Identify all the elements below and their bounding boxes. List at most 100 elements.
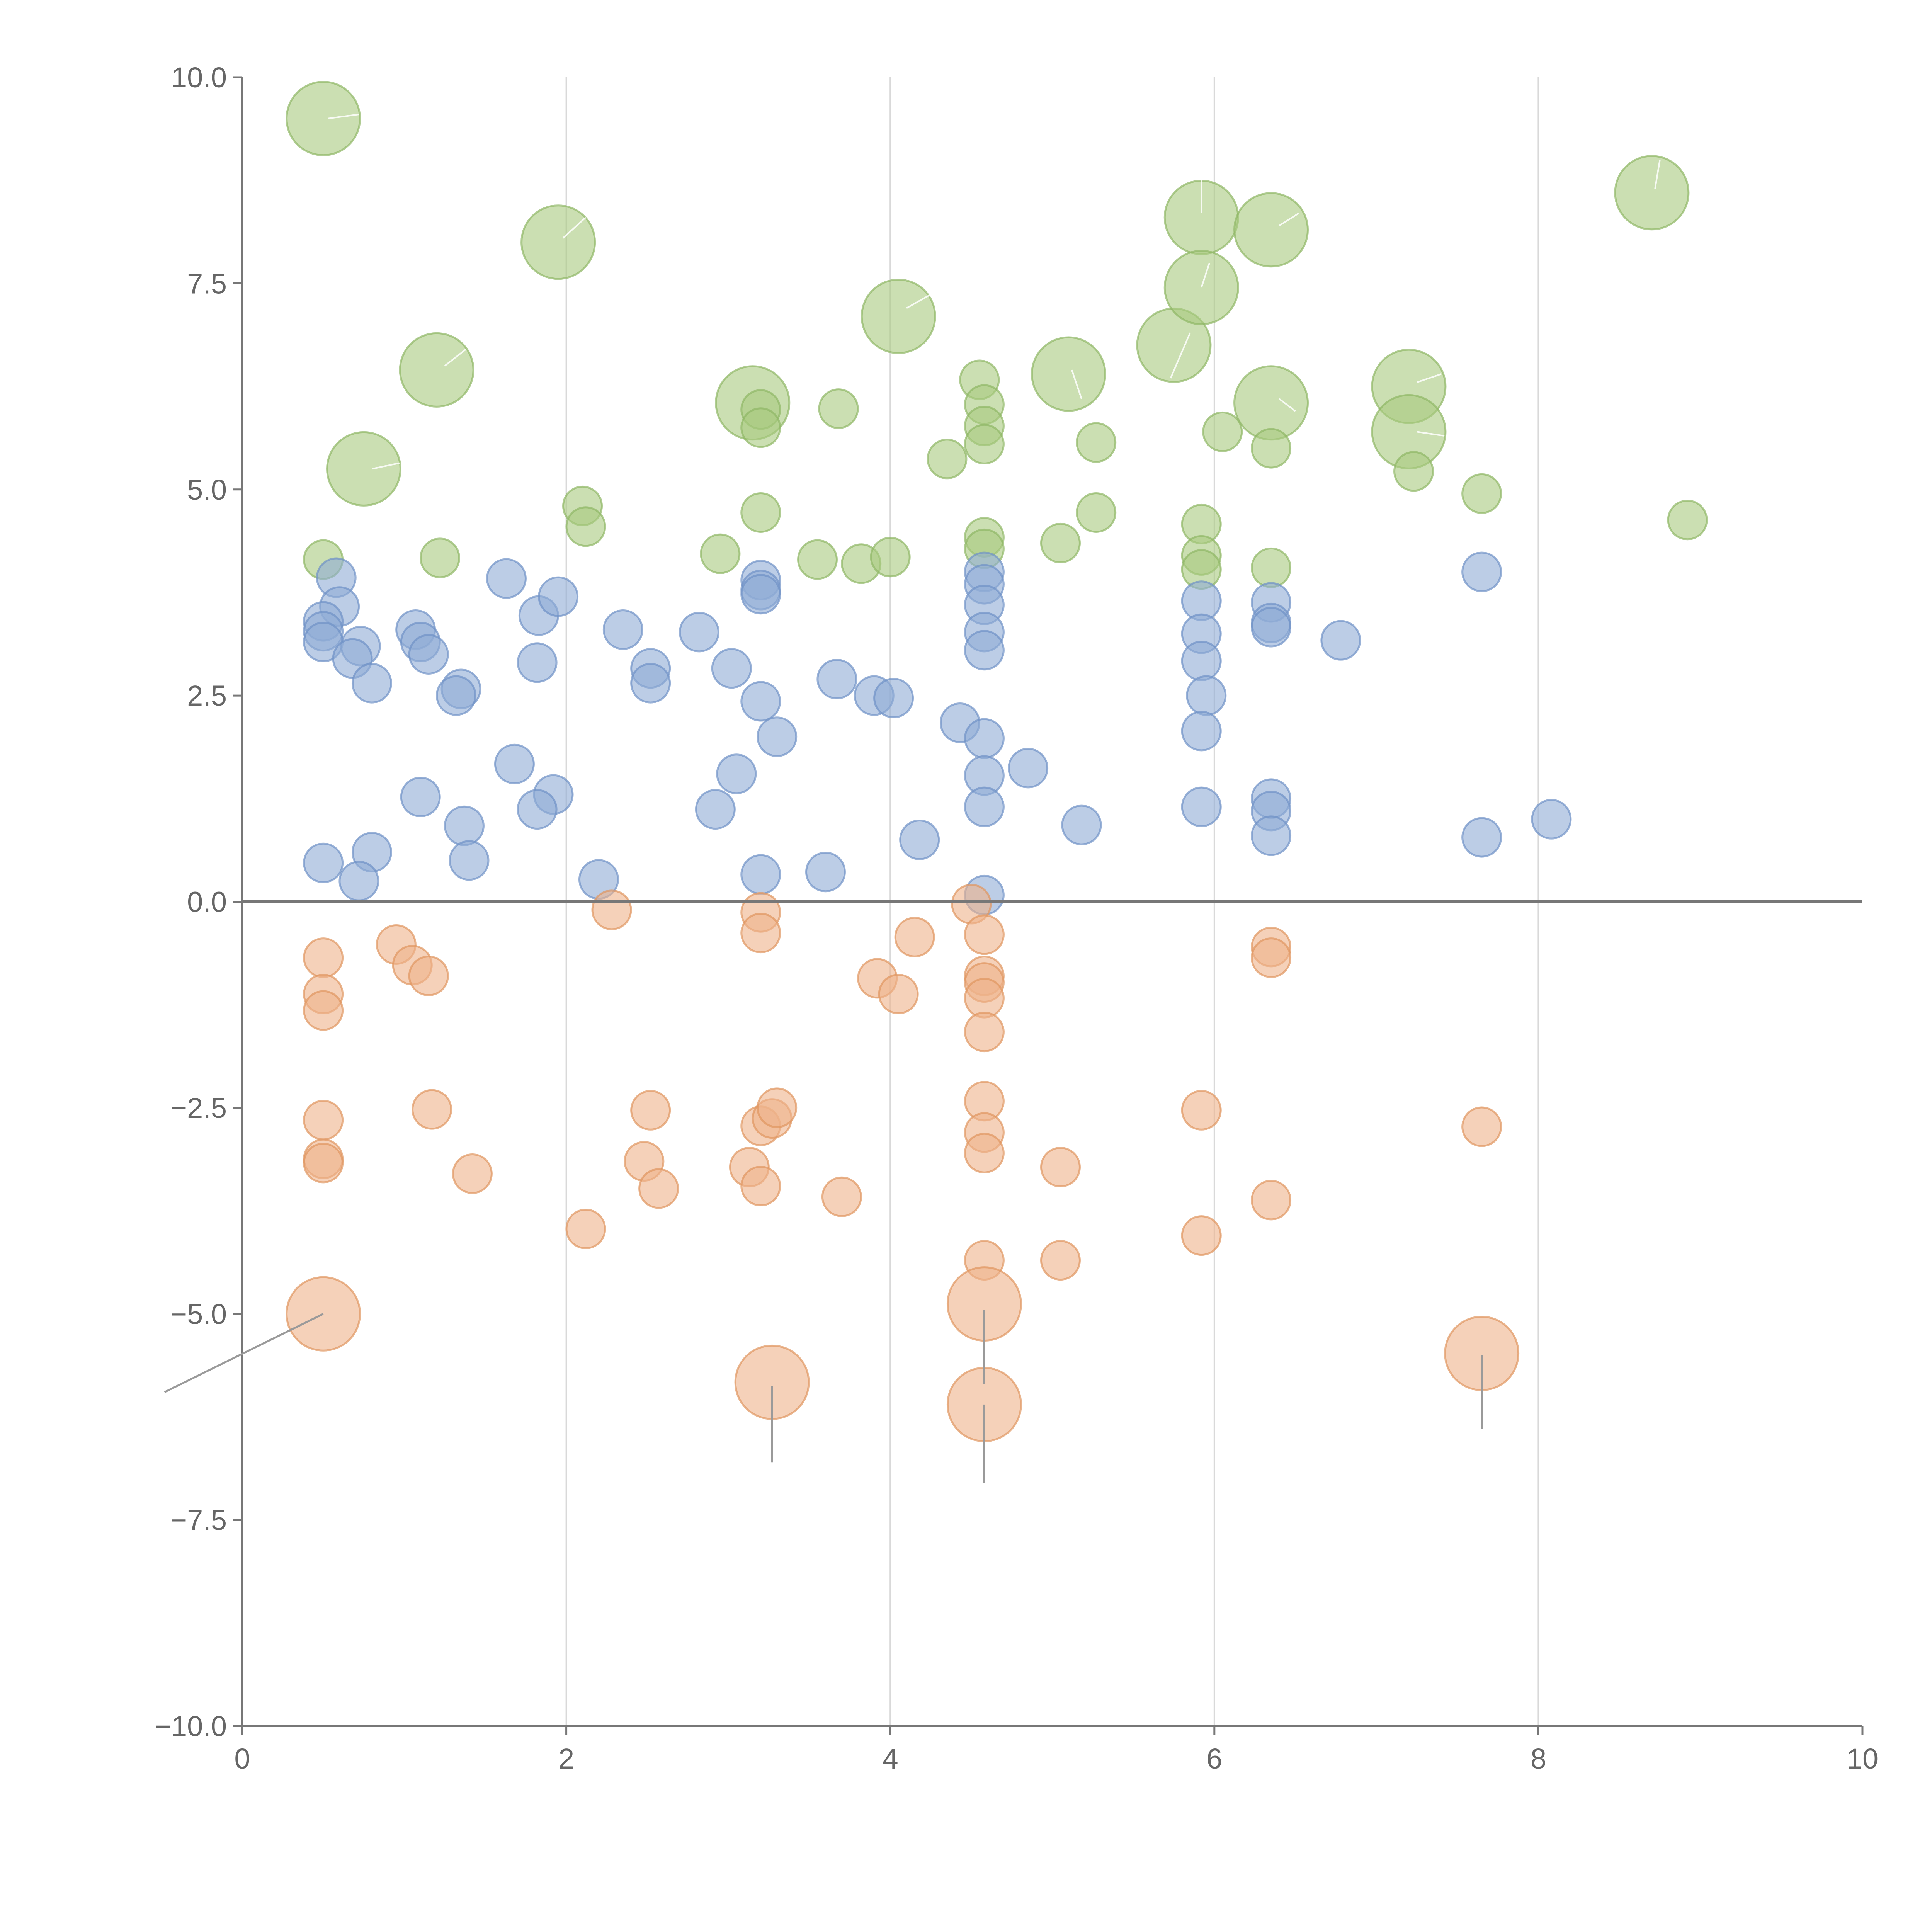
bubble-green: [1031, 336, 1106, 412]
y-tick-label: −10.0: [155, 1710, 227, 1742]
bubble-blue: [679, 612, 719, 653]
leader-line: [906, 291, 936, 309]
leader-line: [444, 349, 466, 367]
bubble-orange: [452, 1153, 493, 1194]
bubble-orange: [412, 1089, 452, 1130]
bubble-orange: [630, 1090, 671, 1131]
bubble-blue: [538, 576, 579, 617]
bubble-blue: [517, 642, 558, 683]
leader-line: [372, 462, 400, 470]
bubble-orange: [964, 914, 1005, 955]
bubble-green: [818, 388, 859, 429]
bubble-blue: [1181, 641, 1222, 682]
bubble-blue: [1181, 711, 1222, 752]
bubble-green: [326, 431, 401, 507]
leader-line: [1417, 373, 1442, 383]
bubble-orange: [591, 889, 632, 930]
y-tick-label: −2.5: [170, 1092, 227, 1124]
bubble-blue: [449, 840, 490, 881]
bubble-blue: [695, 789, 736, 830]
x-tick-label: 2: [558, 1743, 574, 1775]
bubble-orange: [1040, 1240, 1081, 1281]
bubble-orange: [1181, 1215, 1222, 1256]
bubble-orange: [1181, 1090, 1222, 1131]
bubble-blue: [602, 609, 643, 650]
x-tick-label: 4: [883, 1743, 898, 1775]
leader-line: [1279, 398, 1296, 412]
leader-line: [1071, 369, 1082, 399]
bubble-blue: [740, 681, 781, 722]
x-tick-label: 0: [234, 1743, 250, 1775]
bubble-blue: [757, 716, 798, 757]
bubble-blue: [1461, 551, 1502, 592]
bubble-blue: [630, 663, 671, 704]
y-tick-label: 2.5: [187, 680, 227, 712]
bubble-blue: [1251, 607, 1292, 648]
bubble-orange: [303, 990, 344, 1031]
bubble-green: [420, 537, 461, 578]
x-tick-label: 10: [1847, 1743, 1878, 1775]
bubble-blue: [1320, 620, 1361, 661]
bubble-blue: [1461, 817, 1502, 858]
bubble-green: [861, 279, 936, 354]
bubble-blue: [711, 648, 752, 689]
bubble-blue: [716, 753, 757, 794]
bubble-green: [740, 492, 781, 533]
bubble-orange: [1040, 1146, 1081, 1187]
bubble-green: [927, 439, 968, 480]
bubble-blue: [400, 777, 441, 818]
bubble-green: [964, 423, 1005, 464]
bubble-green: [740, 407, 781, 448]
leader-line: [1654, 160, 1661, 189]
bubble-green: [1667, 500, 1708, 541]
bubble-orange: [821, 1176, 862, 1217]
bubble-orange: [894, 917, 935, 957]
y-tick-label: 7.5: [187, 267, 227, 299]
bubble-orange: [757, 1087, 798, 1128]
bubble-orange: [1251, 937, 1292, 978]
bubble-blue: [494, 743, 535, 784]
bubble-orange: [303, 1100, 344, 1141]
bubble-blue: [338, 861, 379, 901]
bubble-blue: [805, 852, 846, 893]
bubble-blue: [517, 789, 558, 830]
bubble-orange: [408, 956, 449, 997]
bubble-green: [520, 204, 596, 280]
bubble-blue: [964, 630, 1005, 671]
bubble-green: [700, 533, 741, 574]
bubble-blue: [964, 786, 1005, 827]
bubble-blue: [486, 558, 527, 599]
bubble-orange: [740, 913, 781, 954]
bubble-blue: [740, 854, 781, 895]
bubble-blue: [1061, 804, 1102, 845]
bubble-blue: [740, 574, 781, 615]
bubble-blue: [1186, 675, 1227, 716]
bubble-blue: [1008, 748, 1049, 789]
bubble-blue: [1181, 786, 1222, 827]
bubble-green: [565, 506, 606, 547]
x-tick-label: 8: [1531, 1743, 1546, 1775]
y-tick-label: 10.0: [171, 61, 227, 94]
y-tick-label: −7.5: [170, 1504, 227, 1536]
leader-line: [328, 114, 359, 119]
leader-line: [1279, 213, 1299, 226]
leader-line: [1170, 332, 1191, 379]
bubble-orange: [303, 937, 344, 978]
bubble-orange: [964, 1012, 1005, 1053]
bubble-blue: [444, 805, 485, 846]
leader-line: [1417, 431, 1445, 437]
bubble-green: [1461, 473, 1502, 514]
bubble-blue: [435, 675, 476, 716]
bubble-blue: [873, 678, 914, 719]
bubble-orange: [964, 1133, 1005, 1173]
bubble-green: [1393, 451, 1434, 492]
bubble-green: [1614, 155, 1690, 231]
bubble-blue: [303, 842, 344, 883]
bubble-blue: [899, 819, 940, 860]
bubble-blue: [351, 663, 392, 704]
bubble-green: [399, 332, 474, 408]
y-tick-label: −5.0: [170, 1298, 227, 1330]
bubble-blue: [408, 634, 449, 675]
bubble-green: [870, 537, 911, 578]
